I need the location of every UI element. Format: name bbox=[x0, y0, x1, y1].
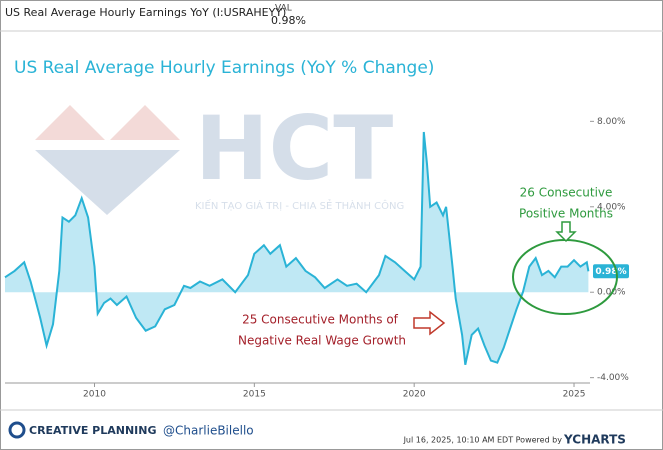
annotation-positive: 26 Consecutive bbox=[520, 186, 613, 200]
series-name: US Real Average Hourly Earnings YoY (I:U… bbox=[5, 6, 286, 19]
val-label: VAL bbox=[275, 4, 292, 14]
x-tick-label: 2025 bbox=[563, 390, 586, 400]
area bbox=[5, 132, 589, 365]
val: 0.98% bbox=[271, 14, 306, 27]
timestamp: Jul 16, 2025, 10:10 AM EDT Powered by bbox=[403, 436, 563, 445]
last-value-badge bbox=[593, 264, 629, 279]
line bbox=[4, 131, 590, 366]
y-tick-label: 8.00% bbox=[597, 117, 626, 127]
watermark-logo: HCT bbox=[195, 97, 393, 200]
x-tick-label: 2020 bbox=[403, 390, 426, 400]
source: YCHARTS bbox=[563, 433, 626, 447]
watermark: HCT KIẾN TẠO GIÁ TRỊ - CHIA SẺ THÀNH CÔN… bbox=[35, 97, 404, 215]
right-arrow bbox=[413, 310, 446, 336]
y-tick-label: -4.00% bbox=[597, 373, 629, 383]
annotation-negative: Negative Real Wage Growth bbox=[238, 334, 406, 348]
annotation-negative: 25 Consecutive Months of bbox=[242, 313, 399, 327]
handle: @CharlieBilello bbox=[163, 424, 254, 438]
brand-icon bbox=[8, 421, 26, 439]
chart-title: US Real Average Hourly Earnings (YoY % C… bbox=[14, 58, 434, 78]
brand: CREATIVE PLANNING bbox=[29, 424, 157, 437]
x-tick-label: 2010 bbox=[83, 390, 106, 400]
x-tick-label: 2015 bbox=[243, 390, 266, 400]
watermark-slogan: KIẾN TẠO GIÁ TRỊ - CHIA SẺ THÀNH CÔNG bbox=[195, 198, 404, 212]
down-arrow bbox=[555, 221, 577, 243]
annotation-positive: Positive Months bbox=[519, 207, 613, 221]
last-value-label: 0.98% bbox=[595, 267, 626, 277]
y-tick-label: 4.00% bbox=[597, 202, 626, 212]
